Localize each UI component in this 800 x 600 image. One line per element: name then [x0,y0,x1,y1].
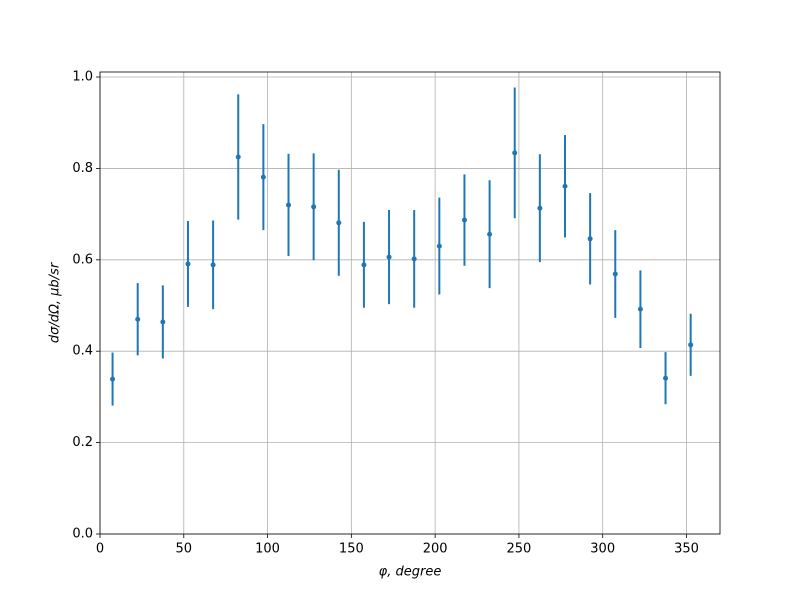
x-tick-label: 250 [507,542,532,557]
data-point [110,376,116,382]
data-point [688,342,694,348]
data-point [260,174,266,180]
data-point [537,205,543,211]
plot-frame [99,71,721,535]
data-point [663,375,669,381]
data-point [587,236,593,242]
data-point [361,262,367,268]
x-tick-label: 100 [255,542,280,557]
y-tick-label: 0.0 [72,527,93,542]
data-point [286,202,292,208]
y-tick-label: 0.8 [72,161,93,176]
y-tick-label: 0.4 [72,344,93,359]
x-axis-label: φ, degree [379,565,442,580]
data-point [235,154,241,160]
data-point [386,254,392,260]
y-tick-label: 1.0 [72,70,93,85]
y-tick-label: 0.2 [72,435,93,450]
data-point [185,261,191,267]
y-axis-label: dσ/dΩ, μb/sr [48,261,63,343]
data-point [637,306,643,312]
data-point [461,217,467,223]
data-point [336,220,342,226]
data-point [135,316,141,322]
x-tick-label: 200 [423,542,448,557]
data-point [436,243,442,249]
x-tick-label: 0 [96,542,104,557]
data-point [612,271,618,277]
x-tick-label: 300 [590,542,615,557]
data-point [487,231,493,237]
data-point [411,256,417,262]
y-tick-label: 0.6 [72,252,93,267]
data-point [160,319,166,325]
data-point [512,150,518,156]
data-point [210,262,216,268]
data-point [562,183,568,189]
x-tick-label: 150 [339,542,364,557]
data-point [311,204,317,210]
x-tick-label: 50 [176,542,193,557]
x-tick-label: 350 [674,542,699,557]
